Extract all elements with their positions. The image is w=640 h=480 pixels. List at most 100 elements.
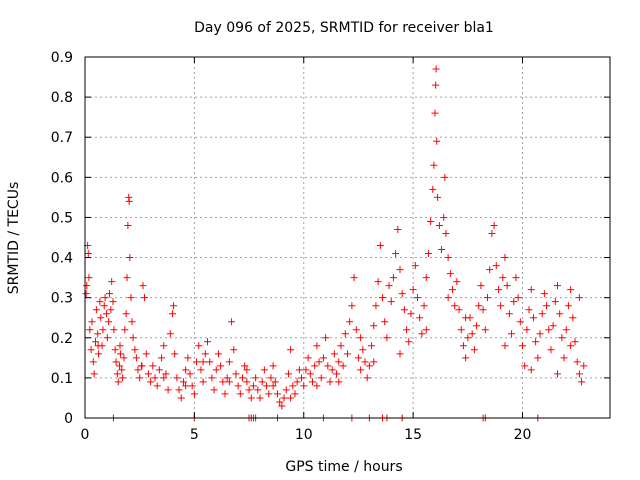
data-point — [254, 386, 262, 394]
data-point — [365, 362, 373, 370]
data-point — [236, 390, 244, 398]
data-point — [88, 318, 96, 326]
data-point — [457, 326, 465, 334]
data-point — [453, 278, 461, 286]
data-point — [197, 366, 205, 374]
data-point — [427, 217, 435, 225]
data-point — [510, 298, 518, 306]
data-point — [300, 382, 308, 390]
data-point — [249, 382, 257, 390]
data-point — [160, 374, 168, 382]
data-point — [177, 394, 185, 402]
data-point — [554, 370, 561, 378]
data-point — [529, 314, 537, 322]
data-point — [201, 350, 209, 358]
data-point — [394, 225, 402, 233]
data-point — [287, 394, 295, 402]
data-point — [188, 382, 196, 390]
x-tick-label: 10 — [295, 427, 313, 443]
data-point — [422, 326, 430, 334]
data-point — [90, 370, 98, 378]
data-point — [554, 282, 561, 290]
data-point — [444, 254, 452, 262]
data-point — [383, 334, 391, 342]
data-point — [403, 326, 411, 334]
data-point — [379, 294, 386, 302]
data-point — [396, 350, 404, 358]
data-point — [121, 326, 129, 334]
data-point — [564, 302, 572, 310]
data-point — [551, 298, 559, 306]
data-point — [252, 374, 260, 382]
data-point — [87, 346, 95, 354]
data-point — [228, 318, 236, 326]
data-point — [232, 370, 240, 378]
data-point — [234, 382, 242, 390]
data-point — [105, 318, 113, 326]
data-point — [293, 378, 301, 386]
data-point — [186, 370, 194, 378]
data-point — [153, 382, 161, 390]
data-point — [534, 354, 542, 362]
data-point — [274, 390, 281, 398]
data-point — [508, 330, 516, 338]
data-point — [424, 250, 432, 258]
data-point — [477, 282, 485, 290]
data-point — [110, 326, 118, 334]
data-point — [396, 266, 404, 274]
data-point — [527, 366, 535, 374]
data-point — [341, 330, 349, 338]
data-point — [158, 354, 166, 362]
data-point — [83, 282, 91, 290]
data-point — [89, 358, 97, 366]
data-point — [309, 378, 316, 386]
x-axis-label: GPS time / hours — [285, 459, 402, 475]
data-point — [370, 358, 378, 366]
data-point — [409, 286, 417, 294]
data-point — [569, 314, 577, 322]
data-point — [99, 326, 107, 334]
data-point — [455, 306, 463, 314]
data-point — [267, 374, 275, 382]
data-point — [432, 65, 440, 73]
data-point — [556, 310, 564, 318]
data-point — [344, 350, 351, 358]
data-point — [199, 358, 207, 366]
data-point — [434, 193, 442, 201]
data-point — [532, 338, 540, 346]
data-point — [116, 362, 124, 370]
chart-title: Day 096 of 2025, SRMTID for receiver bla… — [194, 20, 494, 36]
data-point — [536, 330, 544, 338]
data-point — [348, 302, 356, 310]
y-axis-label: SRMTID / TECUs — [6, 182, 22, 295]
data-point — [481, 326, 489, 334]
data-point — [166, 330, 174, 338]
data-point — [82, 290, 90, 298]
data-point — [184, 354, 192, 362]
data-point — [449, 286, 456, 294]
data-point — [438, 246, 446, 254]
data-point — [400, 306, 408, 314]
data-point — [468, 330, 476, 338]
data-point — [92, 338, 99, 346]
data-point — [182, 382, 190, 390]
data-point — [361, 358, 369, 366]
data-point — [459, 342, 467, 350]
data-point — [116, 342, 124, 350]
data-point — [276, 398, 284, 406]
data-point — [422, 274, 430, 282]
data-point — [86, 326, 94, 334]
data-point — [512, 274, 520, 282]
data-point — [204, 338, 211, 346]
y-tick-label: 0 — [64, 411, 73, 427]
data-point — [223, 374, 231, 382]
data-point — [164, 386, 172, 394]
data-point — [538, 310, 546, 318]
data-point — [214, 350, 222, 358]
data-point — [169, 310, 176, 318]
data-point — [389, 274, 397, 282]
data-point — [429, 185, 437, 193]
data-point — [492, 262, 500, 270]
data-point — [558, 334, 566, 342]
